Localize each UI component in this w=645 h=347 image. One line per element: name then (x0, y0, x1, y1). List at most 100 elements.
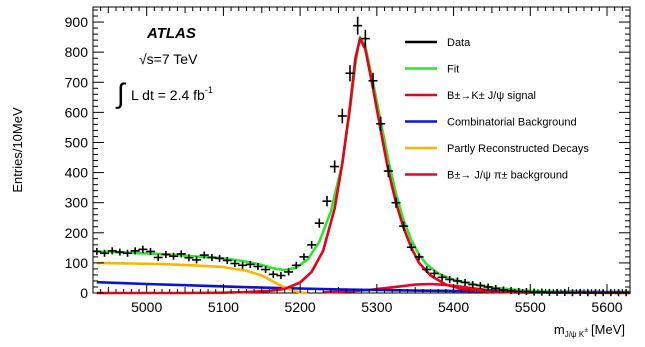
lumi-label: L dt = 2.4 fb-1 (131, 85, 213, 103)
curve-b-k-j-signal (96, 37, 631, 295)
data-point (429, 269, 439, 277)
legend: Data Fit B±→K± J/ψ signal Combinatorial Bac… (405, 37, 589, 182)
data-point (92, 247, 102, 255)
data-point (537, 288, 547, 296)
data-point (199, 251, 209, 259)
data-point (506, 287, 516, 295)
y-tick-label: 900 (65, 14, 89, 30)
x-axis-title-sub: J/ψ K (565, 330, 585, 339)
legend-item: B±→K± J/ψ signal (405, 90, 536, 102)
y-axis-ticks: 0 100 200 300 400 500 600 700 800 900 (65, 9, 630, 301)
data-point (360, 29, 370, 48)
data-point (437, 273, 447, 281)
data-points (92, 16, 631, 297)
data-point (422, 266, 432, 274)
data-point (491, 284, 501, 292)
data-point (345, 65, 355, 82)
y-tick-label: 300 (65, 195, 89, 211)
data-point (107, 247, 117, 255)
x-axis-title-sup: ± (584, 327, 588, 334)
data-point (268, 270, 278, 278)
y-tick-label: 100 (65, 255, 89, 271)
legend-item: Fit (405, 64, 459, 76)
data-point (299, 253, 309, 261)
data-point (544, 288, 554, 296)
x-tick-label: 5500 (515, 299, 546, 315)
data-point (483, 283, 493, 291)
data-point (468, 281, 478, 289)
data-point (153, 253, 163, 261)
y-tick-label: 500 (65, 134, 89, 150)
data-point (452, 277, 462, 285)
data-point (161, 250, 171, 258)
data-point (291, 261, 301, 269)
data-point (445, 275, 455, 283)
x-tick-label: 5100 (208, 299, 239, 315)
data-point (590, 289, 600, 297)
data-point (583, 289, 593, 297)
data-point (130, 247, 140, 255)
data-point (245, 260, 255, 268)
legend-label: B±→K± J/ψ signal (447, 90, 536, 102)
y-tick-label: 600 (65, 104, 89, 120)
data-point (176, 250, 186, 258)
data-point (169, 252, 179, 260)
y-axis-title: Entries/10MeV (10, 107, 25, 193)
legend-item: Partly Reconstructed Decays (405, 143, 589, 155)
y-tick-label: 800 (65, 44, 89, 60)
data-point (146, 247, 156, 255)
data-point (184, 254, 194, 262)
data-point (575, 288, 585, 296)
data-point (261, 266, 271, 274)
data-point (406, 243, 416, 251)
x-axis-title: mJ/ψ K± [MeV] (554, 322, 625, 339)
data-point (598, 289, 608, 297)
legend-item: Data (405, 37, 471, 49)
legend-label: Data (447, 37, 471, 49)
data-point (337, 108, 347, 124)
data-point (115, 248, 125, 256)
curve-partly-reconstructed-decays (96, 261, 308, 295)
data-point (207, 253, 217, 261)
data-point (123, 249, 133, 257)
data-point (222, 256, 232, 264)
legend-item: Combinatorial Background (405, 117, 577, 129)
legend-label: Partly Reconstructed Decays (447, 143, 589, 155)
data-point (215, 254, 225, 262)
y-tick-label: 700 (65, 74, 89, 90)
x-tick-label: 5000 (131, 299, 162, 315)
data-point (606, 289, 616, 297)
y-tick-label: 400 (65, 165, 89, 181)
data-point (376, 116, 386, 131)
x-tick-label: 5200 (285, 299, 316, 315)
lumi-label-sup: -1 (205, 85, 213, 95)
x-tick-label: 5400 (438, 299, 469, 315)
data-point (307, 241, 317, 249)
x-axis-title-var: m (554, 322, 565, 337)
data-point (567, 289, 577, 297)
data-point (521, 287, 531, 295)
legend-label: Combinatorial Background (447, 117, 577, 129)
data-point (414, 253, 424, 261)
data-point (192, 256, 202, 264)
lumi-integral-sign: ∫ (115, 78, 127, 109)
x-axis-ticks: 5000 5100 5200 5300 5400 5500 5600 (100, 7, 631, 315)
data-point (230, 259, 240, 267)
data-point (529, 288, 539, 296)
data-point (460, 278, 470, 286)
data-point (330, 160, 340, 173)
data-point (514, 287, 524, 295)
x-tick-label: 5600 (591, 299, 622, 315)
experiment-label: ATLAS (146, 25, 196, 42)
y-tick-label: 0 (80, 285, 88, 301)
data-point (383, 165, 393, 178)
lumi-label-text: L dt = 2.4 fb (131, 87, 205, 103)
data-point (498, 286, 508, 294)
data-point (475, 281, 485, 289)
data-point (284, 268, 294, 276)
data-point (368, 72, 378, 89)
data-point (100, 249, 110, 257)
y-tick-label: 200 (65, 225, 89, 241)
data-point (399, 221, 409, 231)
legend-label: B±→ J/ψ π± background (447, 170, 568, 182)
